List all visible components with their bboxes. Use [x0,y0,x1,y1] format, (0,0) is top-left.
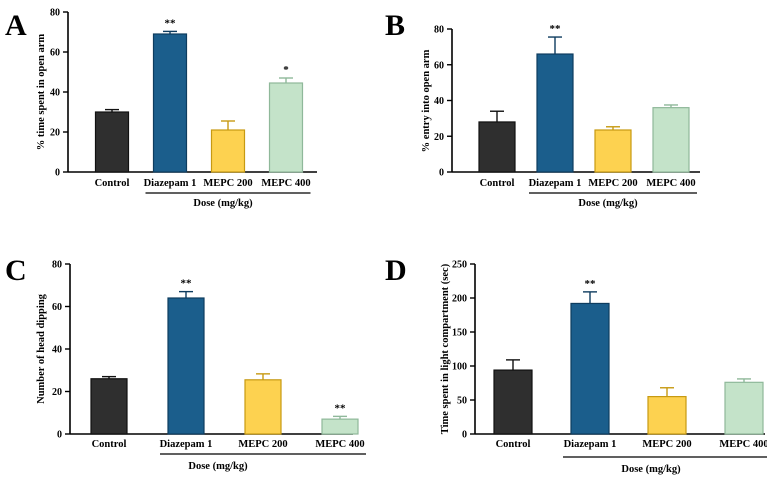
panel-a-y-tick-label: 20 [50,128,60,139]
panel-c-y-tick-label: 60 [52,302,62,313]
panel-c-x-axis-title: Dose (mg/kg) [188,461,248,472]
panel-a-y-tick-label: 60 [50,48,60,59]
panel-d-category-label: Diazepam 1 [564,439,617,450]
panel-d-bar [647,396,687,435]
panel-c-y-tick-label: 20 [52,387,62,398]
panel-d-y-tick-label: 150 [452,328,467,339]
panel-c-y-tick-label: 40 [52,345,62,356]
panel-a-y-tick-label: 80 [50,8,60,19]
panel-d-x-axis-title: Dose (mg/kg) [621,464,681,475]
panel-d-y-tick-label: 250 [452,260,467,271]
panel-b-category-label: MEPC 200 [588,178,637,189]
panel-b-bar [478,121,516,173]
panel-b-bar [536,53,574,173]
panel-c-significance-marker: ** [181,278,193,290]
panel-a-category-label: MEPC 200 [203,178,252,189]
panel-b-y-tick-label: 20 [434,132,444,143]
panel-a: A % time spent in open arm Dose (mg/kg) … [5,8,317,209]
panel-a-significance-marker: * [283,64,289,76]
panel-c-letter: C [5,254,27,287]
panel-a-significance-marker: ** [165,17,177,29]
panel-a-x-axis-title: Dose (mg/kg) [193,198,253,209]
panel-c-bar [321,418,359,435]
panel-d-bar [570,302,610,435]
panel-c-bar [90,378,128,435]
panel-a-category-label: MEPC 400 [261,178,310,189]
panel-a-plot: 0 20 40 60 80 Control ** Diazepam 1 MEPC 200 * MEP… [50,8,317,194]
panel-d-y-tick-label: 0 [462,430,467,441]
panel-d-plot: 0 50 100 150 200 250 Control ** Diazepam 1 MEPC 2… [452,260,767,458]
panel-c-y-tick-label: 0 [57,430,62,441]
panel-d-y-axis-label: Time spent in light compartment (sec) [440,263,451,434]
panel-c-bar [244,379,282,435]
panel-a-y-tick-label: 40 [50,88,60,99]
panel-b-x-axis-title: Dose (mg/kg) [578,198,638,209]
panel-d-category-label: MEPC 200 [642,439,691,450]
panel-b-y-tick-label: 0 [439,168,444,179]
panel-a-bar [210,129,246,173]
panel-d: D Time spent in light compartment (sec) … [385,254,767,475]
panel-b-significance-marker: ** [550,23,562,35]
panel-b-category-label: MEPC 400 [646,178,695,189]
panel-b-y-tick-label: 80 [434,25,444,36]
panel-a-y-axis-label: % time spent in open arm [36,34,47,151]
panel-c-category-label: MEPC 200 [238,439,287,450]
panel-b-letter: B [385,9,405,42]
panel-d-significance-marker: ** [585,278,597,290]
panel-b-y-tick-label: 60 [434,60,444,71]
panel-a-y-tick-label: 0 [55,168,60,179]
panel-b-plot: 0 20 40 60 80 Control ** Diazepam 1 MEPC 200 MEPC… [434,23,700,194]
panel-b-category-label: Diazepam 1 [529,178,582,189]
panel-d-letter: D [385,254,407,287]
panel-d-y-tick-label: 200 [452,294,467,305]
panel-d-bar [493,369,533,435]
panel-a-category-label: Control [95,178,130,189]
panel-c-y-axis-label: Number of head dipping [36,293,47,404]
panel-c-plot: 0 20 40 60 80 Control ** Diazepam 1 MEPC 200 ** ME… [52,260,366,455]
panel-d-y-tick-label: 50 [457,396,467,407]
panel-c-category-label: Control [92,439,127,450]
panel-b-bar [594,129,632,173]
panel-c-category-label: MEPC 400 [315,439,364,450]
panel-c: C Number of head dipping Dose (mg/kg) 0 2… [5,254,366,472]
panel-d-y-tick-label: 100 [452,362,467,373]
panel-d-category-label: Control [496,439,531,450]
panel-c-bar [167,297,205,435]
panel-b-bar [652,107,690,173]
panel-b: B % entry into open arm Dose (mg/kg) 0 20… [385,9,700,209]
panel-c-y-tick-label: 80 [52,260,62,271]
panel-a-bar [152,33,188,173]
panel-a-letter: A [5,9,27,42]
panel-a-bar [94,111,130,173]
panel-a-bar [268,82,304,173]
panel-d-bar [724,381,764,435]
panel-d-category-label: MEPC 400 [719,439,767,450]
panel-b-y-tick-label: 40 [434,96,444,107]
panel-b-y-axis-label: % entry into open arm [421,49,432,152]
panel-c-significance-marker: ** [335,402,347,414]
panel-c-category-label: Diazepam 1 [160,439,213,450]
panel-b-category-label: Control [480,178,515,189]
panel-a-category-label: Diazepam 1 [144,178,197,189]
